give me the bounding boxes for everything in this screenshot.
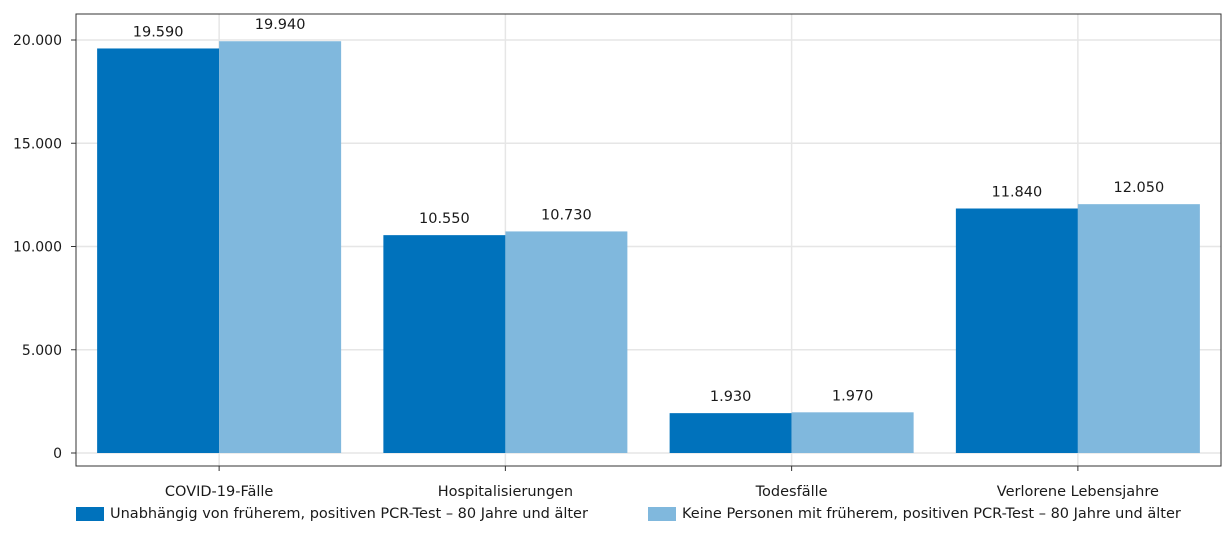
bar-series-1 <box>383 235 506 453</box>
data-label: 10.550 <box>419 211 470 227</box>
legend-swatch-series-1 <box>76 507 104 521</box>
y-tick-label: 15.000 <box>13 136 62 152</box>
legend-swatch-series-2 <box>648 507 676 521</box>
y-tick-label: 0 <box>53 446 62 462</box>
x-tick-label: Todesfälle <box>755 484 828 500</box>
bar-series-1 <box>669 413 792 453</box>
bar-series-1 <box>955 208 1078 453</box>
y-tick-label: 10.000 <box>13 240 62 256</box>
data-label: 19.590 <box>133 24 184 40</box>
bar-series-2 <box>791 412 914 453</box>
axes: 0 5.000 10.000 15.000 20.000 COVID-19-Fälle Ho… <box>13 13 1222 500</box>
x-tick-label: COVID-19-Fälle <box>165 484 274 500</box>
x-tick-label: Verlorene Lebensjahre <box>997 484 1159 500</box>
bar-series-1 <box>97 48 220 454</box>
bar-chart: 19.590 19.940 10.550 10.730 1.930 1.970 11.840… <box>13 13 1222 500</box>
legend-label-series-1: Unabhängig von früherem, positiven PCR-T… <box>110 506 588 522</box>
data-label: 1.970 <box>832 388 874 404</box>
data-label: 10.730 <box>541 207 592 223</box>
data-labels: 19.590 19.940 10.550 10.730 1.930 1.970 11.840… <box>133 17 1165 405</box>
y-tick-label: 20.000 <box>13 33 62 49</box>
bars <box>97 41 1200 454</box>
legend-label-series-2: Keine Personen mit früherem, positiven P… <box>682 506 1181 522</box>
bar-series-2 <box>219 41 342 453</box>
legend-item-series-1: Unabhängig von früherem, positiven PCR-T… <box>76 506 588 522</box>
bar-series-2 <box>505 231 628 453</box>
bar-series-2 <box>1077 204 1200 453</box>
data-label: 19.940 <box>255 17 306 33</box>
legend: Unabhängig von früherem, positiven PCR-T… <box>0 506 1231 536</box>
legend-item-series-2: Keine Personen mit früherem, positiven P… <box>648 506 1181 522</box>
data-label: 11.840 <box>992 185 1043 201</box>
plot-frame <box>75 13 1222 467</box>
data-label: 12.050 <box>1114 180 1165 196</box>
y-tick-label: 5.000 <box>22 343 62 359</box>
data-label: 1.930 <box>710 389 752 405</box>
x-tick-label: Hospitalisierungen <box>438 484 573 500</box>
